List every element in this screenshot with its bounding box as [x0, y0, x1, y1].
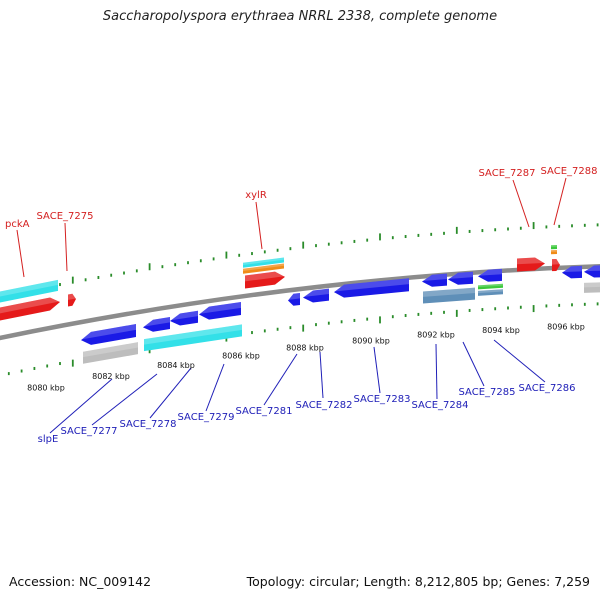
gene-arrow-pcka[interactable] [0, 297, 60, 323]
gene-arrow-sace-7286[interactable] [478, 268, 502, 282]
gene-arrow-sace-7287[interactable] [517, 257, 545, 272]
map-title: Saccharopolyspora erythraea NRRL 2338, c… [102, 9, 498, 24]
gene-arrow-slpe[interactable] [81, 323, 136, 345]
label-sace-7281[interactable]: SACE_7281 [236, 406, 293, 417]
label-sace-7283[interactable]: SACE_7283 [354, 394, 411, 405]
leader-line [49, 378, 113, 434]
cds-feature-orange[interactable] [243, 263, 284, 274]
gene-arrow-sace-7283[interactable] [334, 278, 409, 298]
label-leader-lines [16, 177, 567, 434]
label-sace-7285[interactable]: SACE_7285 [459, 387, 516, 398]
accession-text: Accession: NC_009142 [9, 574, 152, 589]
leader-line [16, 229, 25, 278]
leader-line [205, 363, 225, 412]
scale-label: 8094 kbp [482, 326, 520, 335]
scale-label: 8080 kbp [27, 384, 65, 393]
label-sace-7278[interactable]: SACE_7278 [120, 419, 177, 430]
label-sace-7286[interactable]: SACE_7286 [519, 383, 576, 394]
gene-arrow-xylr[interactable] [245, 271, 285, 289]
topology-text: Topology: circular; Length: 8,212,805 bp… [246, 574, 590, 589]
leader-line [263, 353, 298, 406]
label-sace-7284[interactable]: SACE_7284 [412, 400, 469, 411]
label-sace-7277[interactable]: SACE_7277 [61, 426, 118, 437]
gene-arrow-sace-7284[interactable] [422, 273, 447, 287]
scale-label: 8088 kbp [286, 343, 324, 352]
label-slpe[interactable]: slpE [38, 434, 59, 445]
label-sace-7288[interactable]: SACE_7288 [541, 166, 598, 177]
leader-line [373, 346, 381, 394]
leader-line [435, 343, 438, 400]
cds-feature-steel[interactable] [478, 289, 503, 296]
scale-label: 8096 kbp [547, 323, 585, 332]
gene-arrow-sace-7282[interactable] [303, 288, 329, 303]
leader-line [493, 339, 546, 383]
label-sace-7275[interactable]: SACE_7275 [37, 211, 94, 222]
leader-line [91, 373, 158, 426]
cds-feature-cyan[interactable] [243, 257, 284, 268]
leader-line [462, 341, 485, 387]
leader-line [553, 177, 567, 226]
gene-arrow-sace-7281[interactable] [288, 293, 300, 306]
leader-line [319, 351, 324, 399]
scale-labels: 8080 kbp 8082 kbp 8084 kbp 8086 kbp 8088 kbp… [27, 323, 585, 393]
label-pcka[interactable]: pckA [5, 219, 30, 230]
gene-arrow-sace-7277[interactable] [143, 316, 170, 332]
scale-label: 8090 kbp [352, 336, 390, 345]
cds-feature-steel[interactable] [423, 287, 475, 304]
gene-arrow-sace-7288[interactable] [552, 258, 560, 272]
scale-label: 8086 kbp [222, 352, 260, 361]
scale-label: 8092 kbp [417, 330, 455, 339]
gene-arrow-sace-7279[interactable] [199, 302, 241, 320]
leader-line [512, 179, 530, 228]
label-sace-7279[interactable]: SACE_7279 [178, 412, 235, 423]
cds-feature-cyan[interactable] [0, 279, 58, 305]
gene-arrow-sace-7285[interactable] [448, 271, 473, 285]
cds-feature-gray[interactable] [83, 342, 138, 364]
leader-line [255, 201, 263, 250]
scale-label: 8082 kbp [92, 372, 130, 381]
cds-feature-green[interactable] [551, 244, 557, 250]
gene-arrow-sace-7289[interactable] [562, 265, 582, 279]
gene-arrow-sace-7278[interactable] [170, 310, 198, 326]
label-xylr[interactable]: xylR [245, 190, 267, 201]
gene-arrow-sace-7290[interactable] [584, 265, 600, 278]
cds-feature-green[interactable] [478, 283, 503, 290]
label-sace-7282[interactable]: SACE_7282 [296, 400, 353, 411]
gene-arrow-sace-7275[interactable] [68, 293, 76, 307]
gene-features [0, 244, 600, 364]
leader-line [64, 222, 68, 272]
leader-line [149, 367, 192, 419]
label-sace-7287[interactable]: SACE_7287 [479, 168, 536, 179]
scale-label: 8084 kbp [157, 361, 195, 370]
cds-feature-gray[interactable] [584, 282, 600, 293]
cds-feature-orange[interactable] [551, 249, 557, 255]
cds-feature-cyan[interactable] [144, 324, 242, 352]
